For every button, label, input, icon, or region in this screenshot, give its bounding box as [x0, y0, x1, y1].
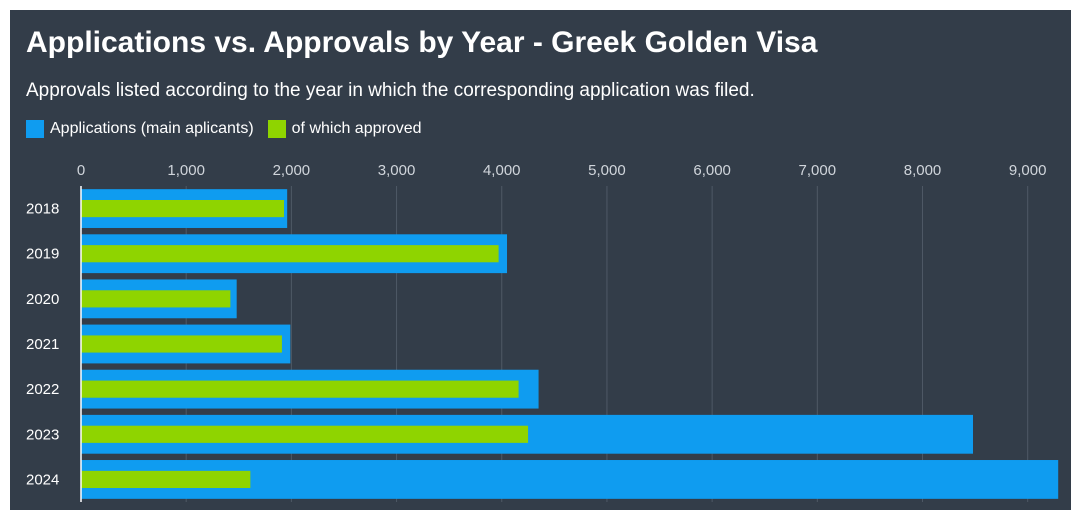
bar-approved-2019 [81, 245, 499, 263]
y-category-label: 2022 [26, 381, 59, 398]
bar-approved-2020 [81, 290, 231, 308]
y-category-label: 2023 [26, 426, 59, 443]
y-category-label: 2024 [26, 471, 59, 488]
x-tick-label: 7,000 [799, 162, 837, 179]
chart-legend: Applications (main aplicants) of which a… [26, 120, 436, 138]
y-category-label: 2021 [26, 336, 59, 353]
legend-label-applications: Applications (main aplicants) [50, 120, 254, 137]
bar-approved-2023 [81, 425, 529, 443]
x-tick-label: 6,000 [693, 162, 731, 179]
legend-label-approved: of which approved [291, 120, 422, 137]
x-tick-label: 4,000 [483, 162, 521, 179]
legend-swatch-applications [26, 120, 44, 138]
chart-title: Applications vs. Approvals by Year - Gre… [26, 26, 818, 59]
legend-item-approved[interactable]: of which approved [267, 120, 422, 138]
x-tick-label: 2,000 [273, 162, 311, 179]
bar-approved-2024 [81, 470, 251, 489]
x-tick-label: 1,000 [167, 162, 205, 179]
x-tick-label: 3,000 [378, 162, 416, 179]
y-category-label: 2019 [26, 246, 59, 263]
x-tick-label: 8,000 [904, 162, 942, 179]
x-tick-label: 5,000 [588, 162, 626, 179]
y-category-label: 2020 [26, 291, 59, 308]
bar-approved-2021 [81, 335, 282, 353]
chart-panel: Applications vs. Approvals by Year - Gre… [10, 10, 1071, 510]
bar-approved-2022 [81, 380, 519, 398]
bar-chart: 0 1,000 2,000 3,000 4,000 5,000 6,000 7,000 8,00… [26, 162, 1059, 502]
x-tick-label: 9,000 [1009, 162, 1047, 179]
y-category-label: 2018 [26, 201, 59, 218]
bar-approved-2018 [81, 199, 285, 218]
legend-item-applications[interactable]: Applications (main aplicants) [26, 120, 254, 138]
chart-subtitle: Approvals listed according to the year i… [26, 80, 755, 101]
x-tick-label: 0 [77, 162, 85, 179]
legend-swatch-approved [267, 120, 286, 138]
